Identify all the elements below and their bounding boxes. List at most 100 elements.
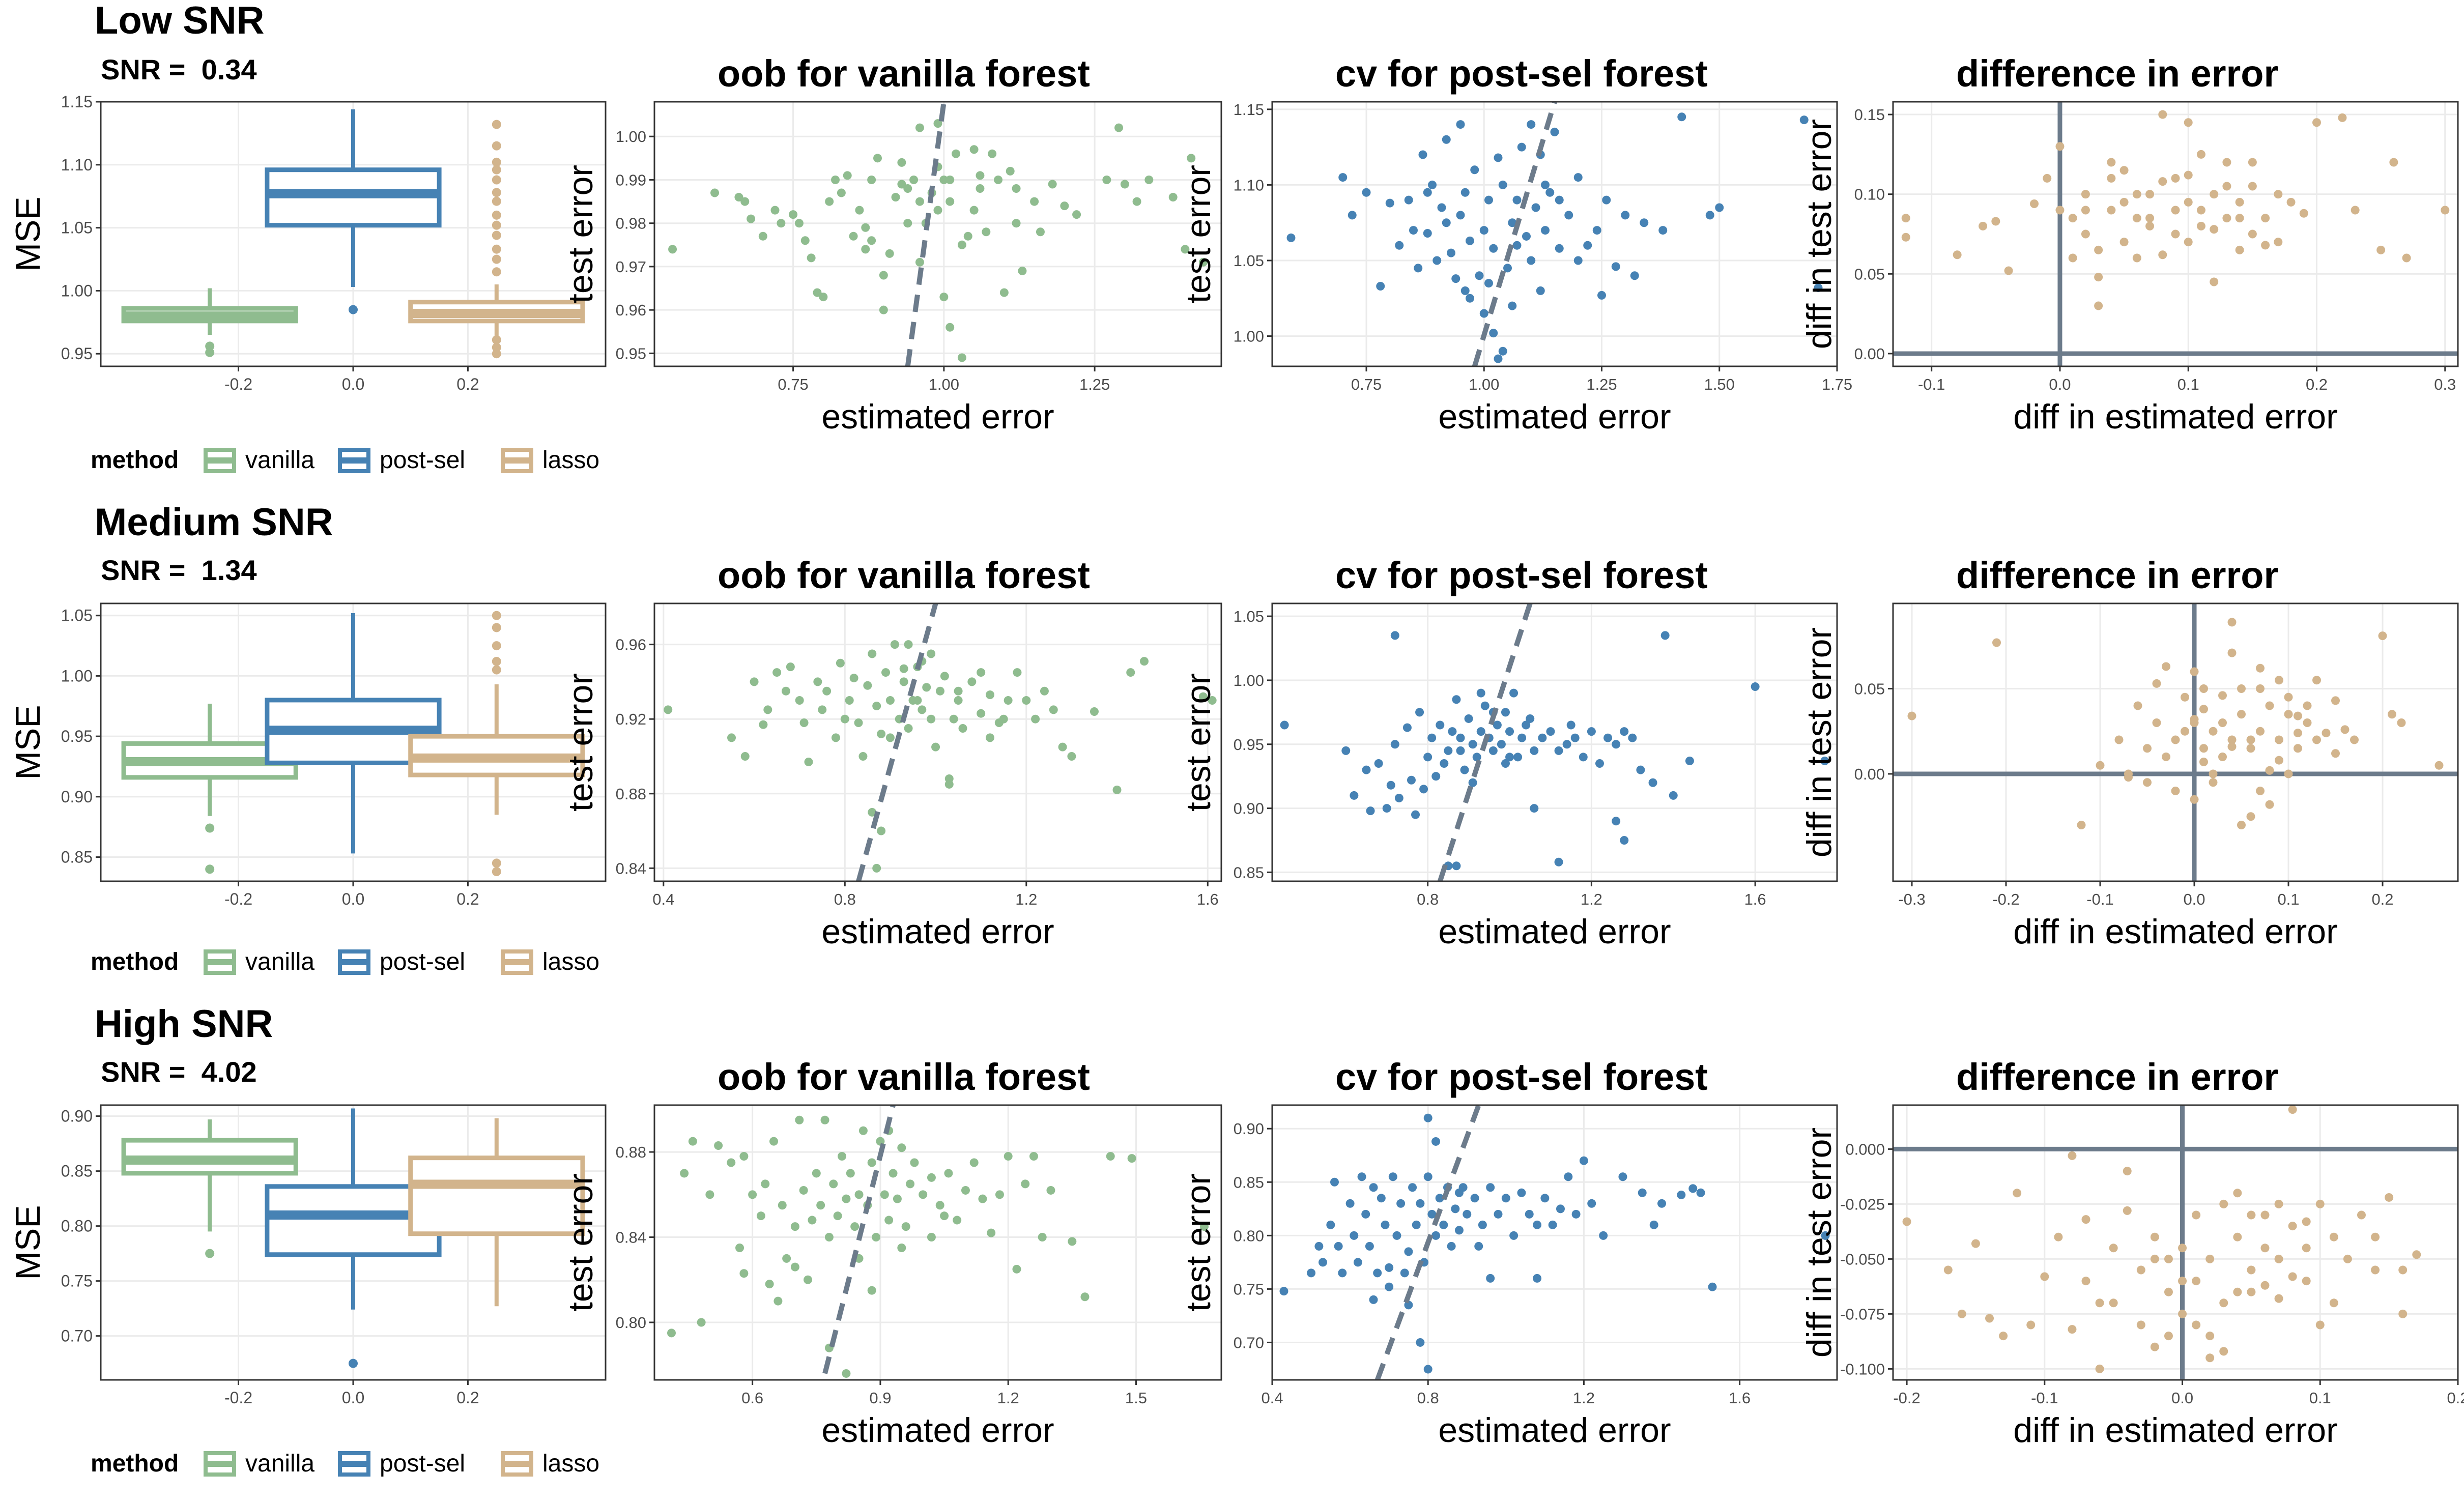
row-heading-low: Low SNR (95, 0, 265, 42)
box-post_sel (265, 613, 442, 854)
data-point (1554, 857, 1563, 866)
data-point (1630, 271, 1639, 280)
data-point (861, 245, 870, 254)
y-tick-label: -0.100 (1840, 1360, 1885, 1378)
data-point (1508, 218, 1517, 227)
box-outlier (492, 175, 501, 185)
data-point (987, 1228, 996, 1237)
data-point (1067, 752, 1076, 761)
data-point (999, 288, 1009, 297)
y-tick-label: -0.075 (1840, 1305, 1885, 1323)
data-point (2209, 727, 2218, 736)
box-outlier (492, 342, 501, 352)
data-point (697, 1318, 706, 1327)
data-point (1396, 1199, 1406, 1208)
data-point (1550, 127, 1559, 136)
data-point (1999, 1332, 2008, 1341)
data-point (1498, 346, 1507, 356)
box-outlier (492, 141, 501, 151)
data-point (1418, 150, 1427, 159)
chart-diff-low: -0.1 0.0 0.1 0.2 0.3 0.00 0.05 0.10 0.15 differen… (1800, 52, 2459, 436)
legend-label: post-sel (380, 447, 465, 474)
data-point (800, 236, 810, 245)
chart-title: difference in error (1956, 554, 2278, 596)
data-point (804, 757, 813, 766)
data-point (2256, 786, 2265, 795)
data-point (838, 1151, 847, 1161)
data-point (2054, 1232, 2063, 1241)
data-point (1022, 696, 1031, 705)
gridlines (654, 102, 1221, 366)
box-post_sel (265, 109, 442, 314)
data-point (1530, 746, 1539, 755)
data-point (1536, 286, 1545, 295)
data-point (1072, 210, 1081, 219)
x-tick-label: 0.2 (456, 1389, 479, 1407)
data-point (2441, 206, 2450, 215)
box-outlier (205, 341, 215, 351)
data-point (901, 1222, 910, 1231)
identity-line (1472, 102, 1557, 366)
x-tick-label: 0.2 (2447, 1389, 2464, 1407)
data-point (1470, 1194, 1479, 1203)
tick-labels: 0.75 1.00 1.25 0.95 0.96 0.97 0.98 0.99 1.00 (616, 128, 1110, 393)
legend-group: method vanilla post-sel lasso method vanilla p… (91, 447, 599, 1477)
data-point (2246, 744, 2255, 753)
data-point (903, 219, 912, 228)
data-point (2315, 1199, 2325, 1208)
data-point (1139, 657, 1149, 666)
data-point (909, 175, 919, 184)
data-point (2227, 735, 2237, 744)
data-point (2302, 1217, 2311, 1226)
legend-key-vanilla: vanilla (204, 948, 314, 975)
box-outlier (205, 864, 215, 874)
x-tick-label: 0.2 (2306, 376, 2328, 393)
data-point (1415, 708, 1424, 717)
data-point (1479, 309, 1488, 318)
data-point (1522, 720, 1531, 730)
data-point (1628, 733, 1637, 742)
data-point (1031, 714, 1040, 724)
box-outlier (205, 348, 215, 357)
y-tick-label: 0.05 (1854, 265, 1885, 283)
panel-border (653, 101, 1222, 367)
data-point (1060, 201, 1069, 211)
panel-border (1892, 1104, 2459, 1381)
data-point (855, 206, 864, 215)
data-layer (1279, 1105, 1830, 1380)
y-tick-label: 1.15 (61, 93, 93, 111)
data-point (2004, 266, 2013, 275)
data-point (2261, 214, 2270, 223)
data-point (1385, 1282, 1394, 1291)
data-point (2164, 1332, 2173, 1341)
data-point (1444, 746, 1453, 755)
data-point (1821, 1231, 1830, 1240)
x-tick-label: 0.9 (869, 1389, 891, 1407)
box-outlier (492, 641, 501, 651)
chart-box-low: -0.2 0.0 0.2 0.95 1.00 1.05 1.10 1.15 MSE (9, 93, 607, 393)
data-point (2312, 735, 2321, 744)
data-point (822, 686, 832, 696)
data-point (2218, 718, 2227, 727)
chart-title: difference in error (1956, 52, 2278, 95)
data-point (2150, 1232, 2159, 1241)
y-tick-label: 0.00 (1854, 765, 1885, 783)
data-point (922, 683, 931, 692)
data-point (2303, 718, 2312, 727)
data-point (2181, 692, 2189, 702)
data-point (2199, 684, 2208, 693)
data-point (1362, 188, 1371, 197)
data-point (1440, 759, 1449, 768)
box-body (408, 1156, 585, 1236)
data-point (2247, 1287, 2256, 1296)
row-heading-high: High SNR (95, 1002, 273, 1046)
y-axis-title: test error (1179, 1173, 1218, 1312)
box-outlier (492, 254, 501, 264)
y-tick-label: 0.92 (616, 710, 646, 728)
gridlines (654, 1105, 1221, 1380)
data-point (1198, 257, 1208, 267)
data-point (1501, 708, 1510, 717)
data-point (885, 733, 895, 742)
y-tick-label: 0.95 (61, 727, 93, 745)
data-point (1423, 1365, 1432, 1374)
